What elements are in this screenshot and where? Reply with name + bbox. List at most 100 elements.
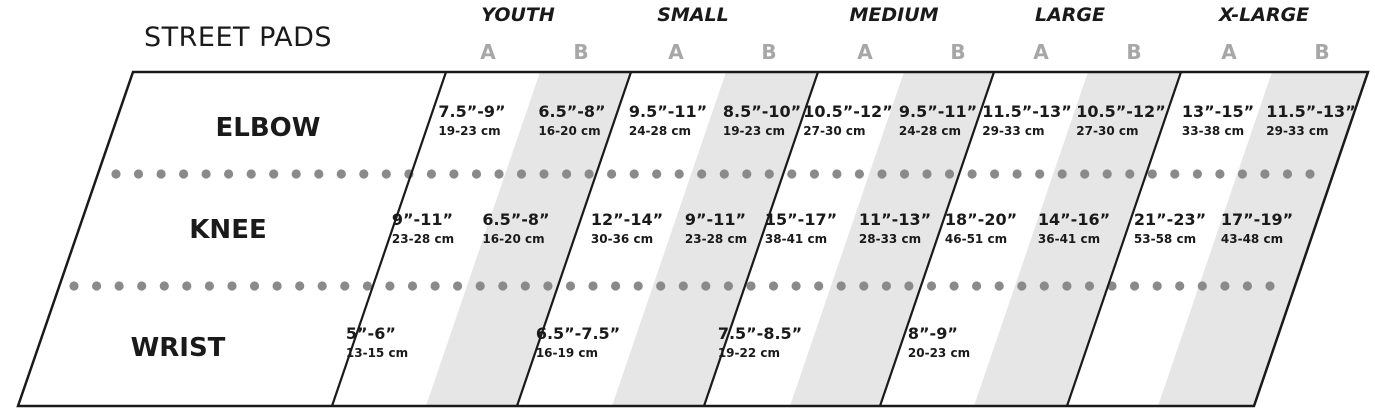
size-cell: 11.5”-13” 29-33 cm xyxy=(982,102,1071,139)
dot-divider-1-dot xyxy=(111,169,121,179)
dot-divider-1-dot xyxy=(201,169,211,179)
size-cell: 12”-14” 30-36 cm xyxy=(591,210,663,247)
size-cell: 5”-6” 13-15 cm xyxy=(346,324,408,361)
cm-range: 19-23 cm xyxy=(438,124,501,138)
inch-range: 15”-17” xyxy=(764,210,838,229)
inch-range: 7.5”-8.5” xyxy=(717,324,803,343)
dot-divider-1-dot xyxy=(179,169,189,179)
table-outline xyxy=(16,70,1370,408)
cm-range: 16-19 cm xyxy=(535,346,599,360)
size-cell: 8”-9” 20-23 cm xyxy=(908,324,970,361)
dot-divider-2-dot xyxy=(385,281,395,291)
dot-divider-2-dot xyxy=(204,281,214,291)
size-cell: 9.5”-11” 24-28 cm xyxy=(629,102,707,139)
dot-divider-1-dot xyxy=(336,169,346,179)
dot-divider-2-dot xyxy=(520,281,530,291)
dot-divider-1-dot xyxy=(787,169,797,179)
dot-divider-2-dot xyxy=(1175,281,1185,291)
size-cell: 8.5”-10” 19-23 cm xyxy=(723,102,801,139)
cm-range: 27-30 cm xyxy=(1076,124,1139,138)
dot-divider-2-dot xyxy=(453,281,463,291)
dot-divider-2-dot xyxy=(1039,281,1049,291)
dot-divider-2-dot xyxy=(1130,281,1140,291)
dot-divider-1-dot xyxy=(359,169,369,179)
size-cell: 9.5”-11” 24-28 cm xyxy=(899,102,977,139)
shaded-band-0 xyxy=(426,72,631,406)
dot-divider-2-dot xyxy=(159,281,169,291)
dot-divider-2-dot xyxy=(1242,281,1252,291)
size-header-small: SMALL xyxy=(657,4,729,26)
cm-range: 19-23 cm xyxy=(722,124,786,138)
cm-range: 13-15 cm xyxy=(345,346,409,360)
dot-divider-1-dot xyxy=(426,169,436,179)
row-label-wrist: WRIST xyxy=(130,333,226,363)
inch-range: 18”-20” xyxy=(944,210,1018,229)
inch-range: 5”-6” xyxy=(345,324,396,343)
size-cell: 21”-23” 53-58 cm xyxy=(1134,210,1206,247)
dot-divider-2-dot xyxy=(723,281,734,291)
inch-range: 13”-15” xyxy=(1181,102,1255,121)
dot-divider-1-dot xyxy=(990,169,1000,179)
size-cell: 6.5”-8” 16-20 cm xyxy=(482,210,549,247)
dot-divider-1-dot xyxy=(764,169,774,179)
dot-divider-2-dot xyxy=(565,281,576,291)
dot-divider-1-dot xyxy=(224,169,234,179)
size-cell: 17”-19” 43-48 cm xyxy=(1221,210,1293,247)
column-label-b: B xyxy=(761,40,777,64)
dot-divider-1-dot xyxy=(156,169,166,179)
cm-range: 28-33 cm xyxy=(858,232,922,246)
cm-range: 19-22 cm xyxy=(717,346,781,360)
inch-range: 8.5”-10” xyxy=(722,102,802,121)
dot-divider-2-dot xyxy=(137,281,147,291)
size-cell: 14”-16” 36-41 cm xyxy=(1038,210,1110,247)
dot-divider-2-dot xyxy=(249,281,260,291)
dot-divider-2-dot xyxy=(836,281,846,291)
inch-range: 11”-13” xyxy=(858,210,932,229)
size-cell: 10.5”-12” 27-30 cm xyxy=(803,102,892,139)
cm-range: 29-33 cm xyxy=(1266,124,1329,138)
inch-range: 21”-23” xyxy=(1133,210,1207,229)
inch-range: 7.5”-9” xyxy=(438,102,506,121)
column-label-a: A xyxy=(1033,40,1049,64)
row-label-elbow: ELBOW xyxy=(215,113,321,143)
inch-range: 17”-19” xyxy=(1220,210,1294,229)
cm-range: 27-30 cm xyxy=(803,124,866,138)
dot-divider-2-dot xyxy=(430,281,440,291)
dot-divider-2-dot xyxy=(656,281,666,291)
inch-range: 9.5”-11” xyxy=(898,102,978,121)
dot-divider-1-dot xyxy=(314,169,324,179)
cm-range: 24-28 cm xyxy=(628,124,692,138)
dot-divider-1-dot xyxy=(1057,169,1067,179)
dot-divider-2-dot xyxy=(972,281,982,291)
cm-range: 46-51 cm xyxy=(944,232,1008,246)
dot-divider-2-dot xyxy=(859,281,869,291)
dot-divider-2-dot xyxy=(746,281,756,291)
dot-divider-2-dot xyxy=(768,281,779,291)
dot-divider-2-dot xyxy=(272,281,282,291)
dot-divider-2-dot xyxy=(1084,281,1095,291)
dot-divider-2-dot xyxy=(881,281,892,291)
column-label-a: A xyxy=(857,40,873,64)
size-cell: 6.5”-7.5” 16-19 cm xyxy=(536,324,620,361)
dot-divider-2-dot xyxy=(1220,281,1230,291)
dot-divider-1-dot xyxy=(629,169,639,179)
dot-divider-1-dot xyxy=(652,169,662,179)
cm-range: 43-48 cm xyxy=(1220,232,1284,246)
size-cell: 11”-13” 28-33 cm xyxy=(859,210,931,247)
dot-divider-2-dot xyxy=(69,281,79,291)
inch-range: 10.5”-12” xyxy=(1076,102,1166,121)
dot-divider-2-dot xyxy=(949,281,959,291)
dot-divider-1-dot xyxy=(539,169,549,179)
size-cell: 7.5”-9” 19-23 cm xyxy=(438,102,505,139)
dot-divider-2-dot xyxy=(295,281,305,291)
size-cell: 9”-11” 23-28 cm xyxy=(392,210,454,247)
dot-divider-1-dot xyxy=(1192,169,1202,179)
dot-divider-2-dot xyxy=(904,281,914,291)
page-title: STREET PADS xyxy=(144,22,333,53)
size-header-youth: YOUTH xyxy=(481,4,555,26)
dot-divider-2-dot xyxy=(994,281,1004,291)
column-label-b: B xyxy=(1314,40,1330,64)
dot-divider-2-dot xyxy=(633,281,643,291)
dot-divider-2-dot xyxy=(1062,281,1072,291)
